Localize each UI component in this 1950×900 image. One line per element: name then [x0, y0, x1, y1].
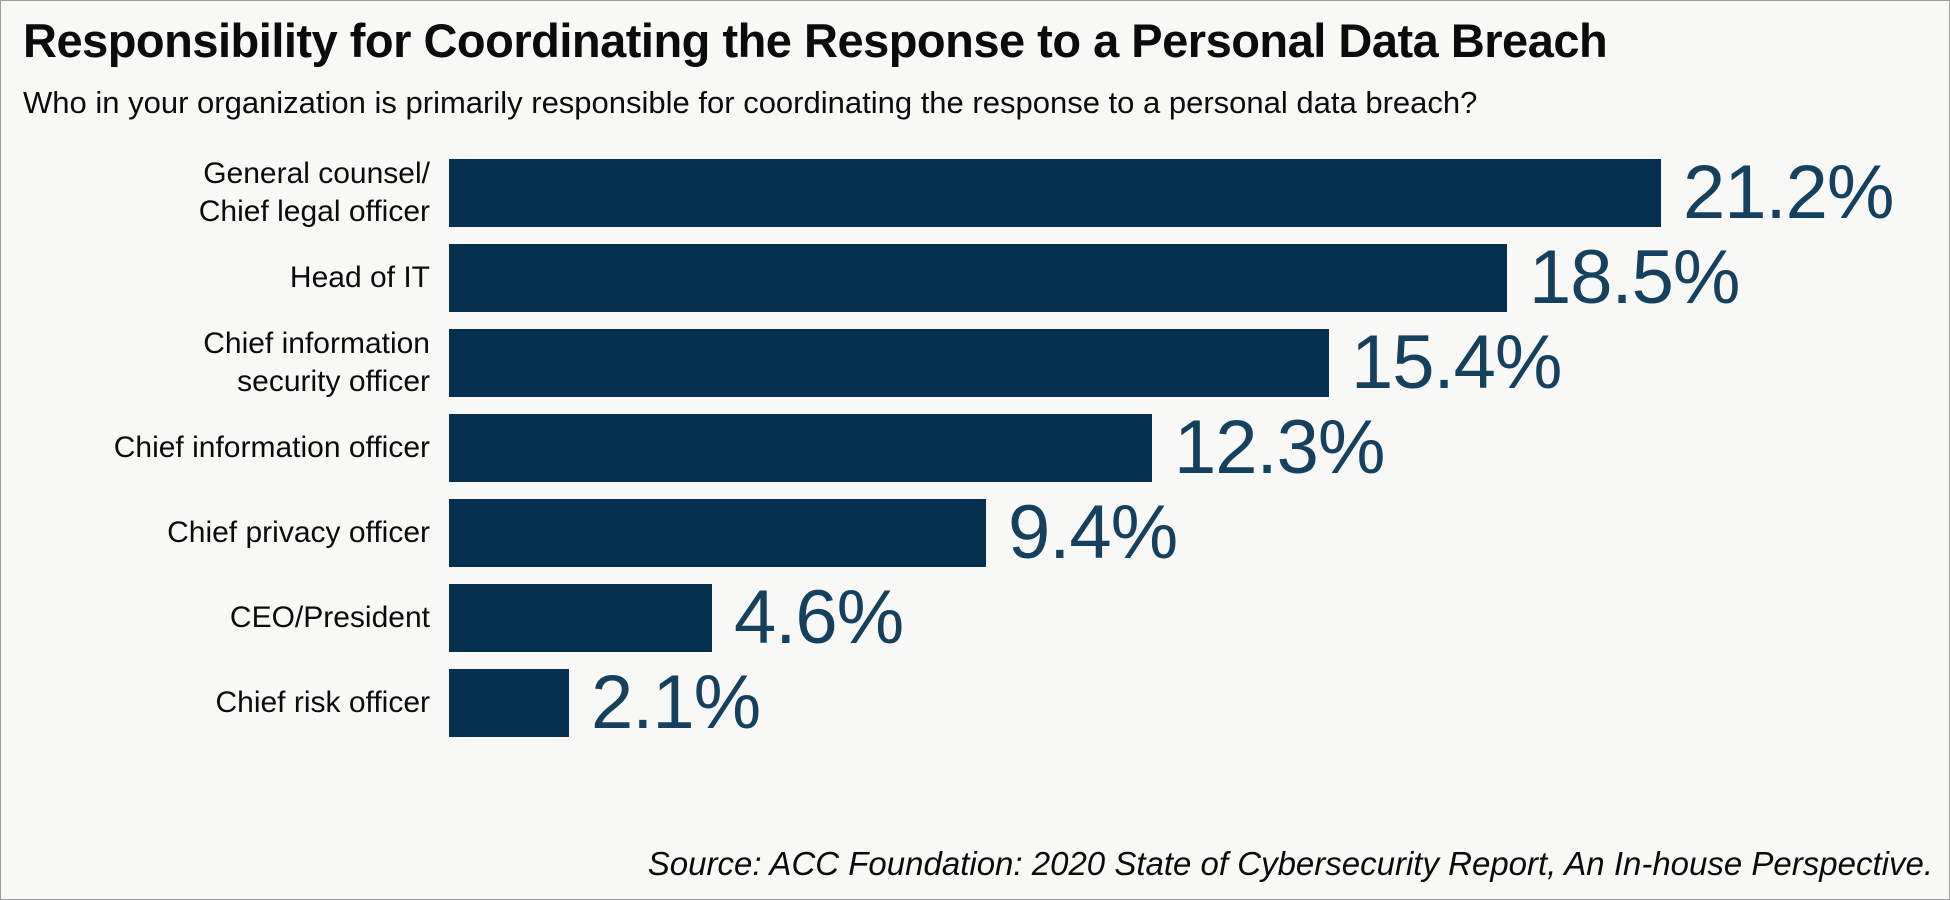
category-label: Chief privacy officer	[167, 516, 430, 550]
bar	[449, 158, 1661, 227]
category-label: Chief information officer	[113, 431, 430, 465]
bar	[449, 328, 1329, 397]
bar-track: 18.5%	[449, 239, 1949, 315]
value-label: 21.2%	[1683, 149, 1894, 235]
bar-track: 9.4%	[449, 494, 1949, 570]
value-label: 2.1%	[591, 659, 761, 745]
bar-row: Chief information officer 12.3%	[1, 405, 1949, 490]
bar	[449, 498, 986, 567]
source-note: Source: ACC Foundation: 2020 State of Cy…	[647, 845, 1933, 882]
value-label: 12.3%	[1174, 404, 1385, 490]
category-label: General counsel/ Chief legal officer	[198, 157, 430, 228]
bar-row: Chief risk officer 2.1%	[1, 660, 1949, 745]
bar-row: General counsel/ Chief legal officer 21.2…	[1, 150, 1949, 235]
bar-row: Chief information security officer 15.4%	[1, 320, 1949, 405]
value-label: 4.6%	[734, 574, 904, 660]
bar-track: 4.6%	[449, 579, 1949, 655]
value-label: 9.4%	[1008, 489, 1178, 575]
bar	[449, 413, 1152, 482]
bar-row: Head of IT 18.5%	[1, 235, 1949, 320]
category-label: Chief risk officer	[215, 686, 430, 720]
category-label: CEO/President	[229, 601, 430, 635]
bar-track: 21.2%	[449, 154, 1949, 230]
value-label: 18.5%	[1529, 234, 1740, 320]
bar-track: 2.1%	[449, 664, 1949, 740]
chart-title: Responsibility for Coordinating the Resp…	[23, 14, 1608, 67]
bar-row: CEO/President 4.6%	[1, 575, 1949, 660]
bar	[449, 583, 712, 652]
bar	[449, 243, 1507, 312]
value-label: 15.4%	[1351, 319, 1562, 405]
horizontal-bar-chart: General counsel/ Chief legal officer 21.2…	[1, 150, 1949, 745]
bar	[449, 668, 569, 737]
chart-subtitle: Who in your organization is primarily re…	[23, 84, 1478, 120]
category-label: Chief information security officer	[203, 327, 430, 398]
bar-row: Chief privacy officer 9.4%	[1, 490, 1949, 575]
bar-track: 12.3%	[449, 409, 1949, 485]
category-label: Head of IT	[289, 261, 430, 295]
bar-track: 15.4%	[449, 324, 1949, 400]
